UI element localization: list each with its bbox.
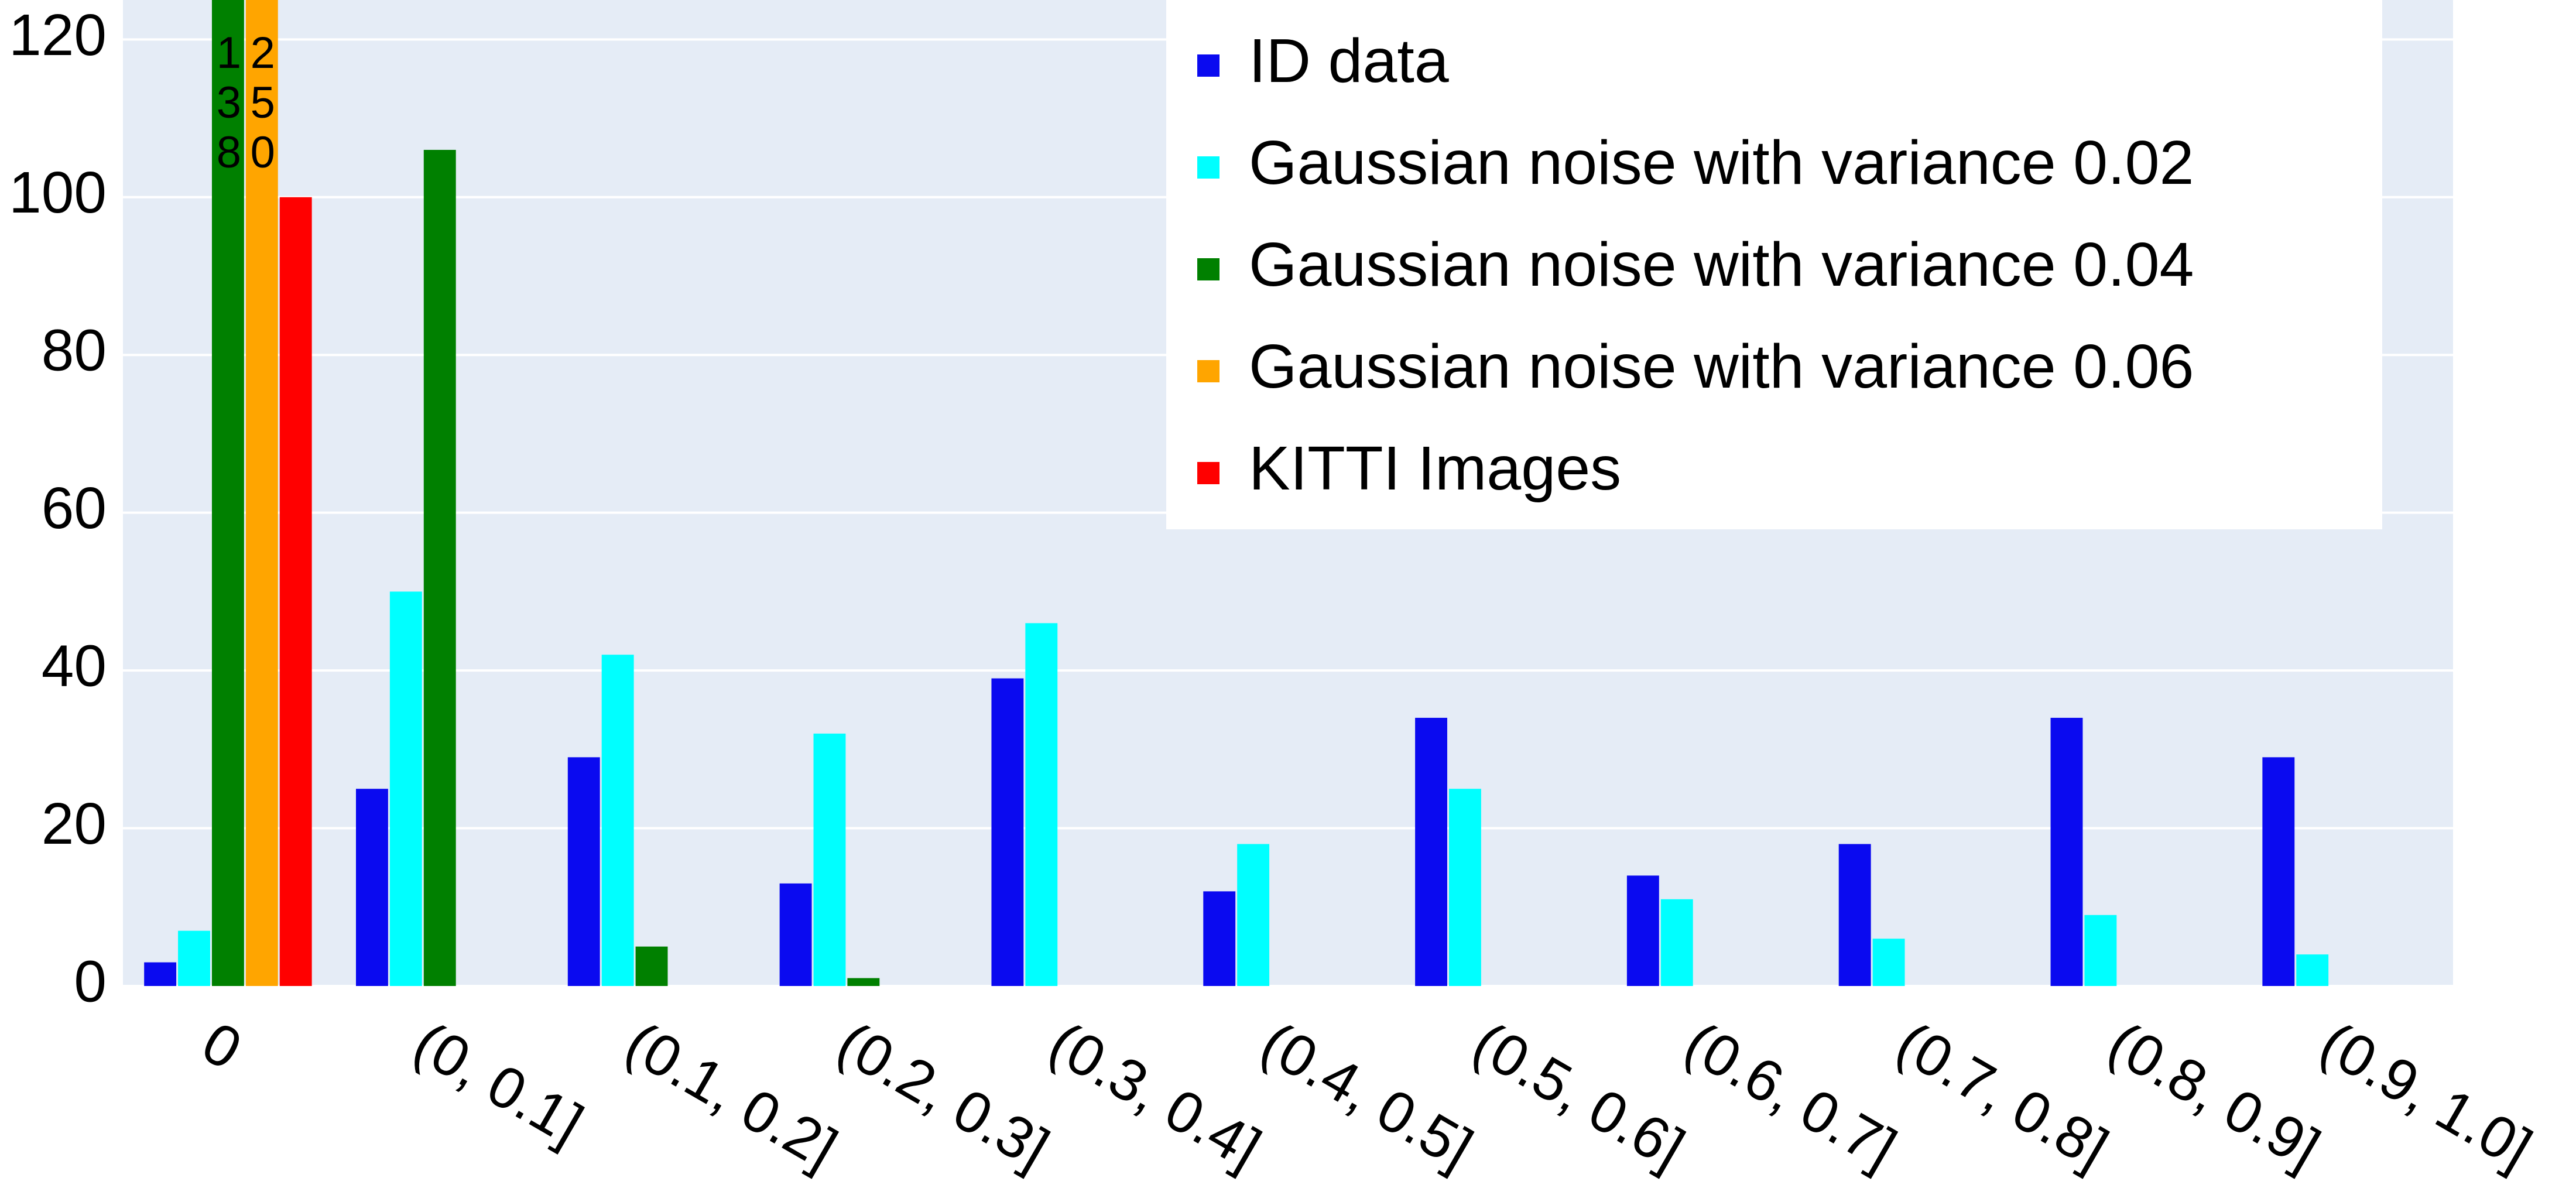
legend-swatch <box>1197 462 1220 484</box>
x-tick-label: (0.4, 0.5] <box>1251 1009 1484 1182</box>
legend-swatch <box>1197 54 1220 77</box>
legend-swatch <box>1197 360 1220 382</box>
bar <box>779 883 812 986</box>
bar <box>1415 717 1447 986</box>
legend-label: Gaussian noise with variance 0.04 <box>1249 230 2194 299</box>
bar <box>847 978 880 986</box>
bar <box>567 757 600 986</box>
y-tick-label: 60 <box>42 475 107 541</box>
x-tick-label: (0.5, 0.6] <box>1462 1009 1695 1182</box>
x-tick-label: (0.9, 1.0] <box>2310 1009 2543 1182</box>
bar <box>2296 954 2329 986</box>
bar-value-label: 250 <box>238 28 287 177</box>
bar <box>1838 844 1871 986</box>
legend-swatch <box>1197 258 1220 280</box>
legend: ID data Gaussian noise with variance 0.02… <box>1166 0 2382 529</box>
x-tick-label: (0.2, 0.3] <box>827 1009 1060 1182</box>
y-tick-label: 20 <box>42 791 107 857</box>
legend-swatch <box>1197 156 1220 179</box>
bar <box>2262 757 2295 986</box>
bar <box>1203 891 1236 986</box>
x-tick-label: (0.3, 0.4] <box>1039 1009 1272 1182</box>
bar <box>178 930 210 986</box>
x-tick-label: (0.8, 0.9] <box>2098 1009 2331 1182</box>
y-tick-label: 80 <box>42 318 107 384</box>
bar <box>1626 875 1659 986</box>
x-tick-label: (0, 0.1] <box>403 1009 594 1158</box>
bar <box>1448 789 1481 986</box>
bar <box>356 789 388 986</box>
bar <box>423 149 456 986</box>
x-tick-label: (0.1, 0.2] <box>615 1009 848 1182</box>
legend-label: Gaussian noise with variance 0.02 <box>1249 128 2194 197</box>
y-tick-label: 120 <box>9 2 107 68</box>
bar <box>2084 915 2117 986</box>
y-tick-label: 0 <box>74 949 107 1014</box>
legend-box <box>1166 0 2382 529</box>
bar <box>2050 717 2083 986</box>
bar <box>1872 939 1905 986</box>
bar-value-label: 138 <box>204 28 254 177</box>
bar <box>813 733 846 986</box>
bar <box>635 946 668 986</box>
bar <box>279 197 312 986</box>
bar <box>1025 623 1058 986</box>
bar <box>389 591 422 986</box>
bar <box>211 0 244 986</box>
legend-label: Gaussian noise with variance 0.06 <box>1249 332 2194 401</box>
bar <box>1237 844 1270 986</box>
x-tick-label: (0.6, 0.7] <box>1674 1009 1907 1182</box>
legend-label: KITTI Images <box>1249 434 1621 503</box>
x-tick-label: 0 <box>191 1009 252 1083</box>
bar <box>144 962 177 986</box>
y-tick-label: 100 <box>9 160 107 225</box>
y-tick-label: 40 <box>42 634 107 699</box>
legend-label: ID data <box>1249 26 1449 95</box>
bar <box>601 655 634 986</box>
bar <box>1660 899 1693 986</box>
bar <box>991 678 1024 986</box>
bar <box>245 0 278 986</box>
x-tick-label: (0.7, 0.8] <box>1886 1009 2119 1182</box>
bars <box>144 0 2329 986</box>
